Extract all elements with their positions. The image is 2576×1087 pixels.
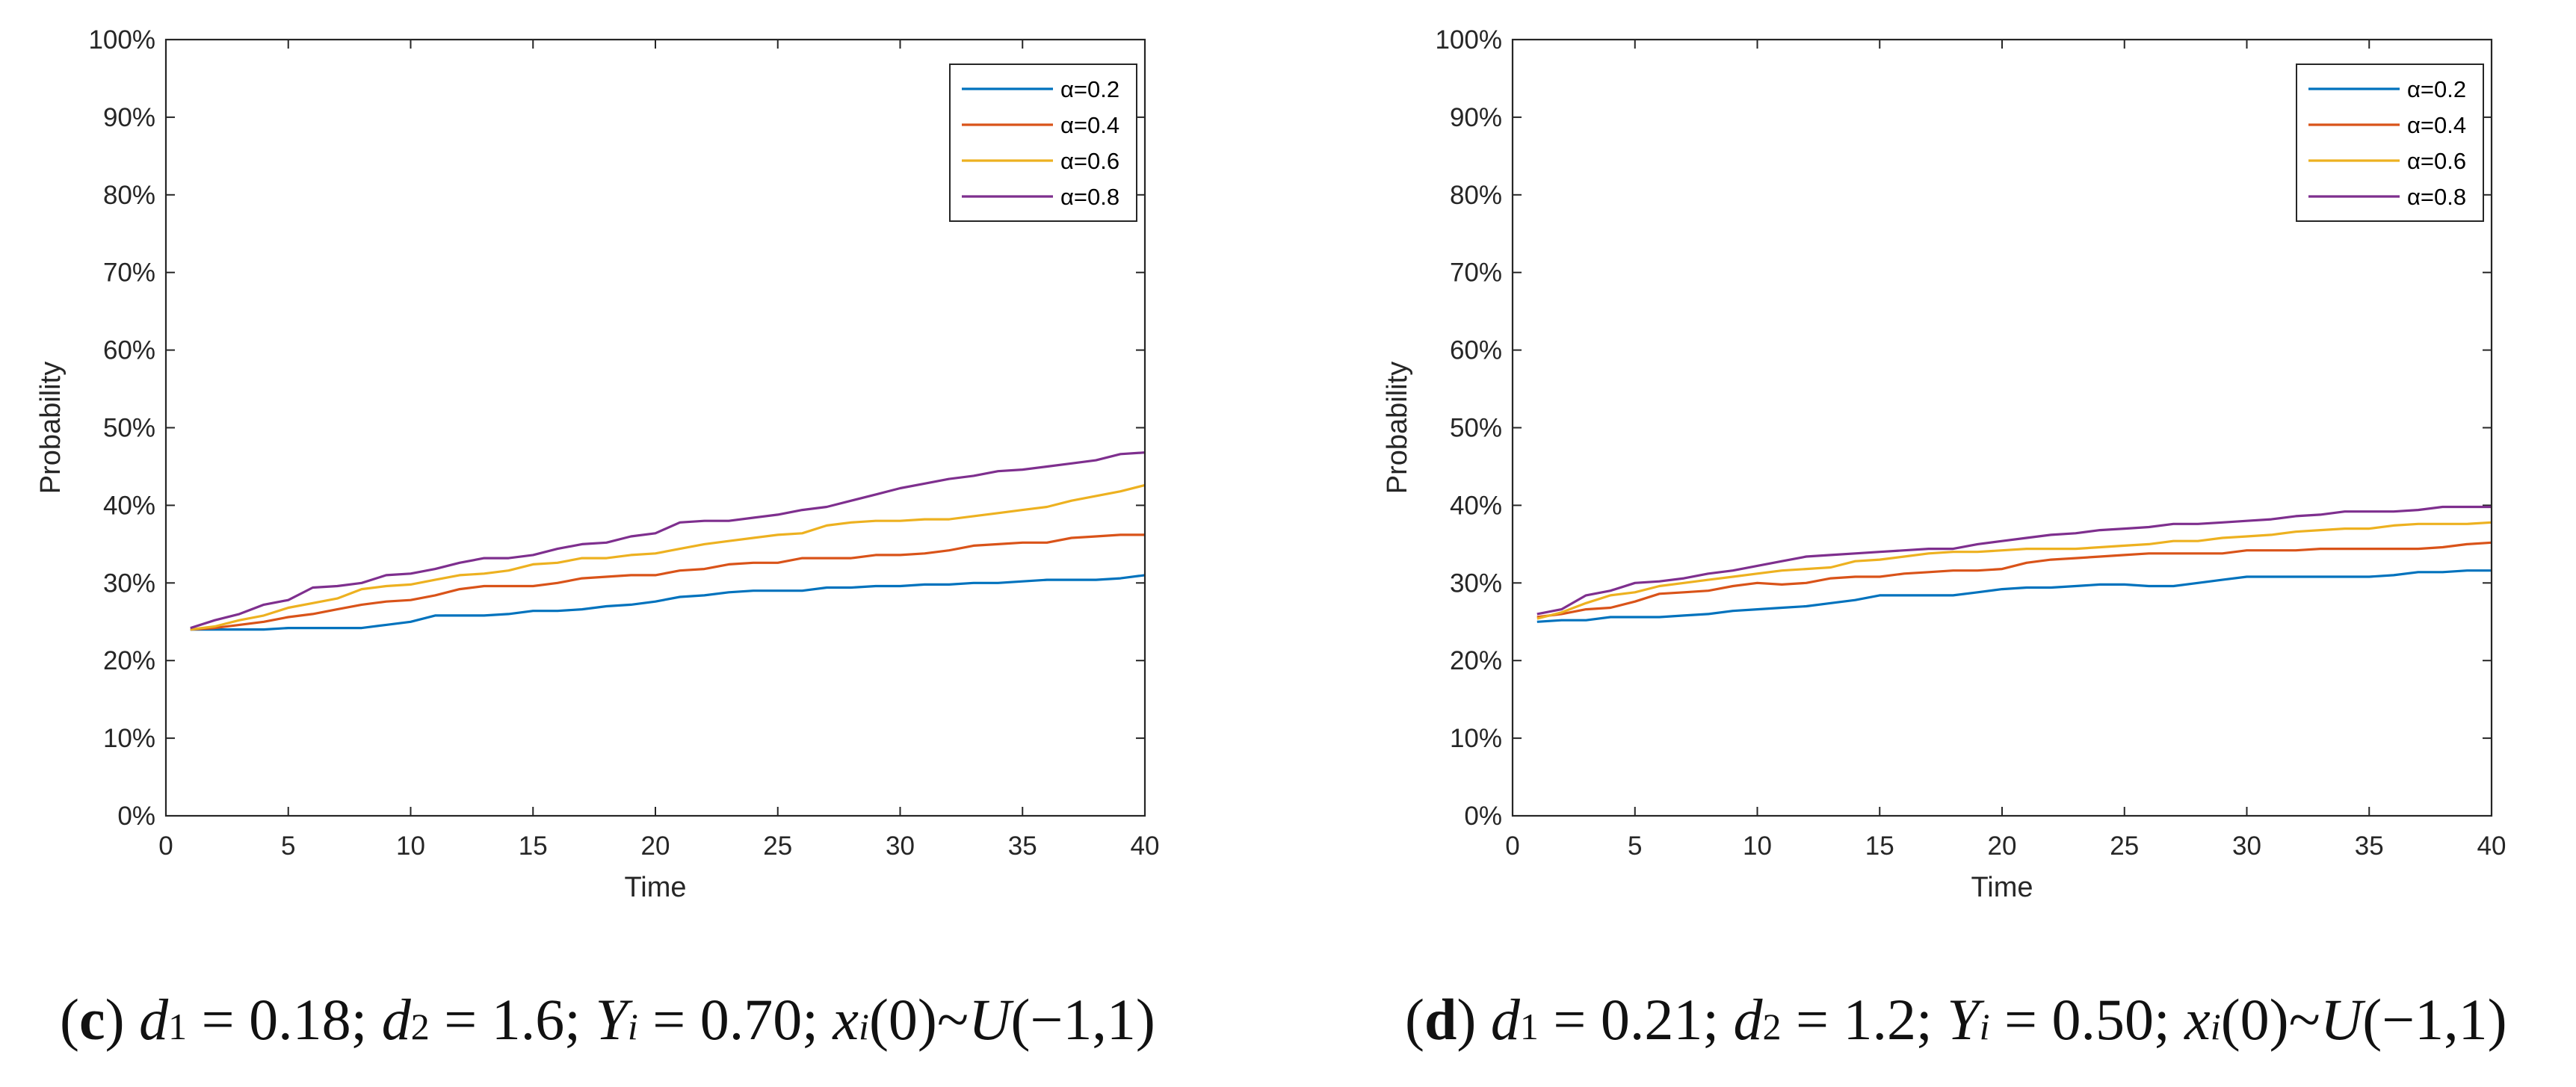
y-tick-label: 10% bbox=[103, 724, 155, 753]
axes-box bbox=[1511, 38, 2493, 817]
x-tick-label: 0 bbox=[1505, 831, 1519, 861]
x-axis-label: Time bbox=[1971, 872, 2033, 903]
chart-d: 0 5 10 15 20 25 30 35 40 0% 10% 20% 30% 40% 50% 60% 70% 8… bbox=[1382, 25, 2506, 903]
y-tick-label: 60% bbox=[103, 336, 155, 365]
y-tick-label: 30% bbox=[1450, 569, 1502, 598]
x-tick-label: 25 bbox=[2110, 831, 2139, 861]
series-line-a04 bbox=[190, 533, 1145, 631]
legend-box bbox=[2296, 64, 2484, 222]
x-tick-label: 25 bbox=[763, 831, 792, 861]
legend-box bbox=[949, 64, 1137, 222]
legend: α=0.2 α=0.4 α=0.6 α=0.8 bbox=[2296, 64, 2484, 222]
y-tick-label: 50% bbox=[103, 414, 155, 443]
y-tick-label: 70% bbox=[1450, 258, 1502, 288]
legend-label: α=0.2 bbox=[2407, 76, 2466, 102]
x-tick-label: 40 bbox=[1131, 831, 1160, 861]
y-tick-label: 20% bbox=[103, 646, 155, 675]
legend-label: α=0.8 bbox=[1060, 184, 1119, 210]
legend-label: α=0.8 bbox=[2407, 184, 2466, 210]
x-tick-label: 20 bbox=[641, 831, 670, 861]
y-tick-label: 40% bbox=[1450, 491, 1502, 520]
x-tick-label: 40 bbox=[2477, 831, 2506, 861]
y-tick-label: 30% bbox=[103, 569, 155, 598]
series-line-a02 bbox=[190, 574, 1146, 631]
y-tick-label: 40% bbox=[103, 491, 155, 520]
x-tick-label: 30 bbox=[2232, 831, 2261, 861]
y-tick-label: 90% bbox=[1450, 103, 1502, 132]
y-tick-label: 50% bbox=[1450, 414, 1502, 443]
x-tick-label: 15 bbox=[519, 831, 548, 861]
chart-c: 0 5 10 15 20 25 30 35 40 0% 10% 20% 30% 40% 50% 60% 70% 8… bbox=[35, 25, 1159, 903]
x-tick-label: 5 bbox=[281, 831, 295, 861]
y-tick-label: 20% bbox=[1450, 646, 1502, 675]
series-line-a06 bbox=[190, 483, 1146, 631]
y-axis-label: Probability bbox=[1382, 362, 1413, 494]
y-tick-label: 60% bbox=[1450, 336, 1502, 365]
x-tick-label: 35 bbox=[2355, 831, 2384, 861]
series-line-a02 bbox=[1536, 569, 2492, 623]
y-tick-label: 10% bbox=[1450, 724, 1502, 753]
x-tick-label: 35 bbox=[1008, 831, 1037, 861]
series-line-a08 bbox=[1536, 505, 2492, 616]
series-line-a04 bbox=[1536, 541, 2492, 619]
y-tick-label: 0% bbox=[117, 802, 155, 831]
y-tick-label: 0% bbox=[1464, 802, 1502, 831]
y-tick-label: 90% bbox=[103, 103, 155, 132]
y-tick-label: 100% bbox=[1435, 25, 1502, 55]
x-axis-label: Time bbox=[624, 872, 686, 903]
y-tick-label: 80% bbox=[1450, 181, 1502, 210]
legend-label: α=0.6 bbox=[2407, 148, 2466, 174]
legend-label: α=0.6 bbox=[1060, 148, 1119, 174]
x-tick-label: 20 bbox=[1988, 831, 2017, 861]
x-tick-label: 5 bbox=[1628, 831, 1642, 861]
y-tick-label: 100% bbox=[88, 25, 155, 55]
series-line-a08 bbox=[190, 451, 1146, 630]
y-axis-label: Probability bbox=[35, 362, 67, 494]
series-line-a06 bbox=[1536, 521, 2492, 620]
x-tick-label: 15 bbox=[1865, 831, 1894, 861]
x-tick-label: 10 bbox=[1743, 831, 1772, 861]
legend-label: α=0.2 bbox=[1060, 76, 1119, 102]
y-tick-label: 80% bbox=[103, 181, 155, 210]
caption-c: (c) d1 = 0.18; d2 = 1.6; Yi = 0.70; xi(0… bbox=[60, 987, 1155, 1052]
axes-box bbox=[164, 38, 1146, 817]
legend-label: α=0.4 bbox=[1060, 112, 1119, 138]
x-tick-label: 30 bbox=[886, 831, 915, 861]
y-tick-label: 70% bbox=[103, 258, 155, 288]
caption-d: (d) d1 = 0.21; d2 = 1.2; Yi = 0.50; xi(0… bbox=[1405, 987, 2507, 1052]
legend-label: α=0.4 bbox=[2407, 112, 2466, 138]
legend: α=0.2 α=0.4 α=0.6 α=0.8 bbox=[949, 64, 1137, 222]
x-tick-label: 0 bbox=[158, 831, 173, 861]
x-tick-label: 10 bbox=[396, 831, 425, 861]
